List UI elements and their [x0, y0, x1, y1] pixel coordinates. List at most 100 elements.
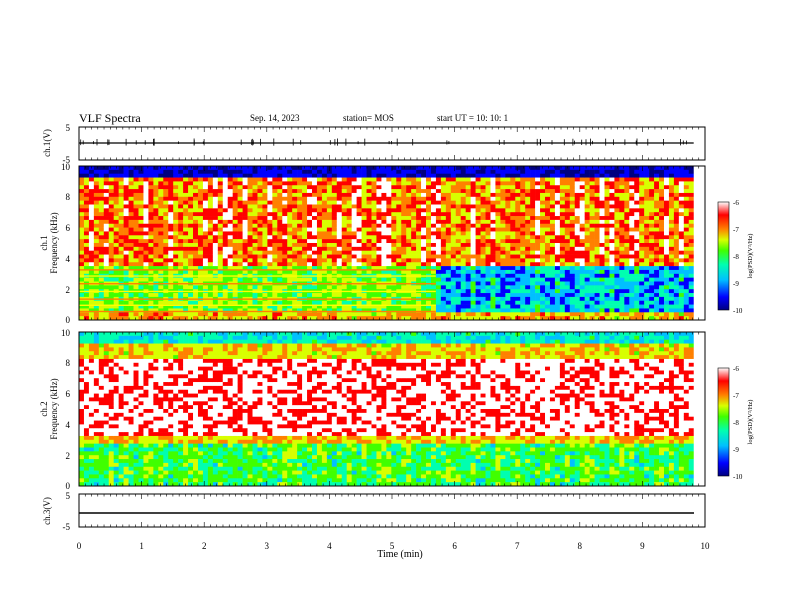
spectrogram-cell	[510, 212, 516, 217]
spectrogram-cell	[312, 258, 318, 263]
spectrogram-cell	[138, 277, 144, 282]
spectrogram-cell	[381, 266, 387, 271]
spectrogram-cell	[614, 200, 620, 205]
spectrogram-cell	[297, 262, 303, 267]
spectrogram-cell	[639, 304, 645, 309]
spectrogram-cell	[495, 273, 501, 278]
spectrogram-cell	[316, 239, 323, 244]
spectrogram-cell	[212, 177, 219, 182]
spectrogram-cell	[411, 185, 417, 190]
spectrogram-cell	[510, 262, 516, 267]
spectrogram-cell	[480, 169, 486, 174]
spectrogram-cell	[624, 246, 630, 251]
spectrogram-cell	[227, 239, 233, 244]
spectrogram-cell	[654, 192, 660, 198]
spectrogram-cell	[554, 212, 561, 217]
spectrogram-cell	[639, 192, 645, 198]
spectrogram-cell	[341, 223, 348, 228]
spectrogram-cell	[411, 173, 417, 178]
spectrogram-cell	[98, 196, 105, 201]
spectrogram-cell	[430, 300, 437, 305]
spectrogram-cell	[465, 166, 471, 171]
spectrogram-cell	[490, 254, 496, 259]
spectrogram-cell	[475, 177, 481, 182]
spectrogram-cell	[277, 235, 283, 240]
spectrogram-cell	[445, 181, 452, 186]
spectrogram-cell	[376, 312, 382, 317]
spectrogram-cell	[113, 169, 119, 174]
spectrogram-cell	[535, 181, 541, 186]
spectrogram-cell	[490, 189, 496, 194]
spectrogram-cell	[485, 227, 491, 232]
spectrogram-cell	[108, 200, 115, 205]
spectrogram-cell	[361, 219, 367, 225]
spectrogram-cell	[202, 181, 209, 186]
spectrogram-cell	[535, 266, 541, 271]
spectrogram-cell	[371, 212, 377, 217]
spectrogram-cell	[545, 216, 551, 221]
spectrogram-cell	[118, 181, 124, 186]
spectrogram-cell	[629, 166, 635, 171]
spectrogram-cell	[535, 246, 541, 251]
spectrogram-cell	[450, 308, 457, 313]
spectrogram-cell	[297, 277, 303, 282]
spectrogram-cell	[83, 243, 90, 248]
spectrogram-cell	[475, 262, 481, 267]
spectrogram-cell	[138, 285, 144, 290]
spectrogram-cell	[406, 196, 412, 201]
spectrogram-cell	[163, 208, 169, 213]
spectrogram-cell	[361, 277, 367, 282]
spectrogram-cell	[302, 173, 308, 178]
spectrogram-cell	[564, 293, 571, 298]
spectrogram-cell	[530, 269, 536, 275]
spectrogram-cell	[197, 269, 204, 275]
spectrogram-cell	[108, 235, 115, 240]
spectrogram-cell	[173, 227, 179, 232]
spectrogram-cell	[168, 246, 174, 251]
spectrogram-cell	[619, 308, 625, 313]
spectrogram-cell	[440, 243, 447, 248]
spectrogram-cell	[624, 262, 630, 267]
spectrogram-cell	[153, 173, 159, 178]
spectrogram-cell	[222, 185, 229, 190]
spectrogram-cell	[475, 258, 481, 263]
date-label: Sep. 14, 2023	[250, 113, 300, 123]
spectrogram-cell	[480, 312, 486, 317]
spectrogram-cell	[272, 316, 278, 321]
spectrogram-cell	[148, 219, 154, 225]
spectrogram-cell	[316, 269, 323, 275]
spectrogram-cell	[495, 285, 501, 290]
spectrogram-cell	[435, 231, 442, 236]
spectrogram-cell	[331, 266, 338, 271]
spectrogram-cell	[480, 293, 486, 298]
spectrogram-cell	[202, 200, 209, 205]
spectrogram-cell	[351, 300, 357, 305]
spectrogram-cell	[530, 293, 536, 298]
spectrogram-cell	[118, 266, 124, 271]
spectrogram-cell	[272, 219, 278, 225]
spectrogram-cell	[396, 219, 402, 225]
spectrogram-cell	[277, 246, 283, 251]
spectrogram-cell	[197, 285, 204, 290]
spectrogram-cell	[520, 169, 526, 174]
spectrogram-cell	[366, 293, 372, 298]
spectrogram-cell	[500, 169, 506, 174]
spectrogram-cell	[569, 308, 576, 313]
spectrogram-cell	[312, 196, 318, 201]
spectrogram-cell	[346, 308, 352, 313]
spectrogram-cell	[540, 312, 546, 317]
spectrogram-cell	[207, 239, 214, 244]
spectrogram-cell	[272, 200, 278, 205]
spectrogram-cell	[83, 304, 90, 309]
spectrogram-cell	[579, 196, 585, 201]
spectrogram-cell	[426, 227, 432, 232]
spectrogram-cell	[594, 200, 600, 205]
spectrogram-cell	[326, 196, 333, 201]
spectrogram-cell	[549, 239, 556, 244]
spectrogram-cell	[217, 223, 224, 228]
spectrogram-cell	[460, 277, 466, 282]
spectrogram-cell	[435, 239, 442, 244]
spectrogram-cell	[148, 266, 154, 271]
spectrogram-cell	[435, 300, 442, 305]
spectrogram-cell	[173, 185, 179, 190]
